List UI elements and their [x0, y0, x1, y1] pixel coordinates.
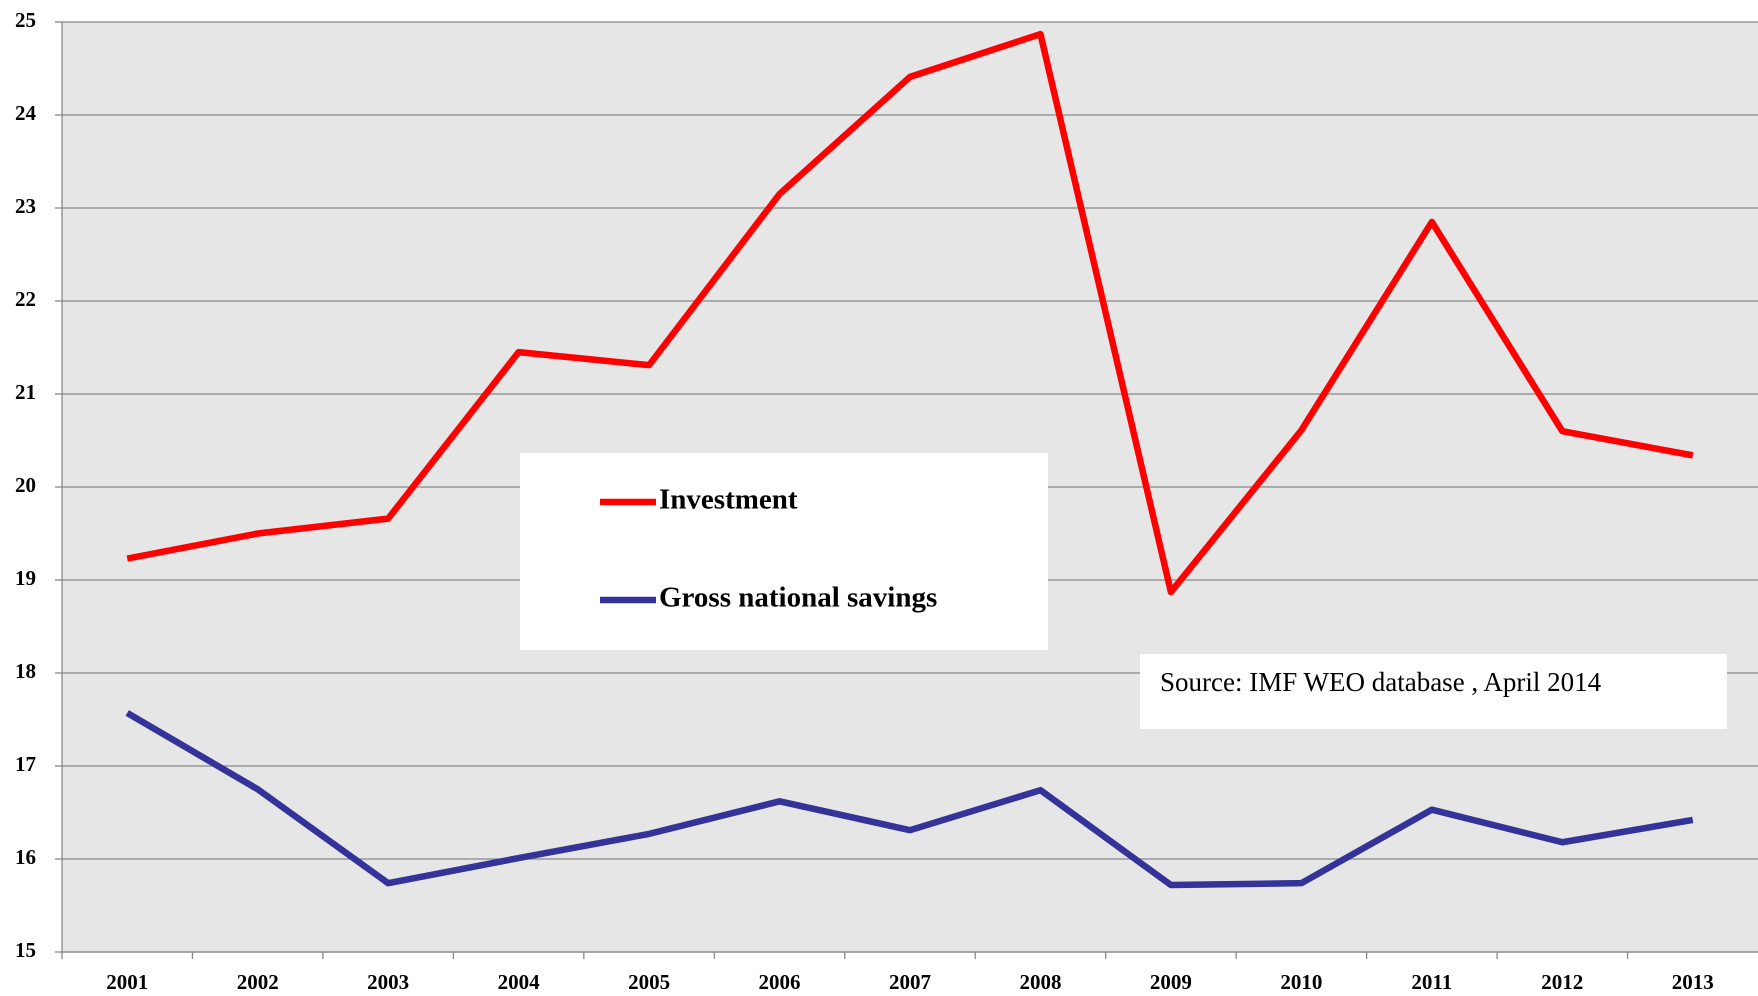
y-tick-label: 22: [15, 287, 36, 311]
x-tick-label: 2003: [367, 970, 409, 994]
annotation-box: [1140, 654, 1727, 729]
legend-label: Gross national savings: [659, 582, 937, 614]
y-tick-label: 15: [15, 938, 36, 962]
legend-label: Investment: [659, 484, 798, 516]
y-tick-label: 23: [15, 194, 36, 218]
x-tick-label: 2005: [628, 970, 670, 994]
legend: [520, 453, 1048, 650]
y-tick-label: 19: [15, 566, 36, 590]
x-tick-label: 2010: [1280, 970, 1322, 994]
line-series: [125, 710, 1694, 889]
y-tick-label: 18: [15, 659, 36, 683]
y-tick-label: 17: [15, 752, 36, 776]
x-tick-label: 2004: [498, 970, 541, 994]
line-series: [126, 30, 1694, 596]
x-tick-label: 2001: [106, 970, 148, 994]
x-tick-label: 2008: [1019, 970, 1061, 994]
x-tick-label: 2013: [1672, 970, 1714, 994]
x-tick-label: 2006: [759, 970, 801, 994]
annotation: Source: IMF WEO database , April 2014: [1160, 667, 1602, 697]
x-tick-label: 2012: [1541, 970, 1583, 994]
x-tick-label: 2011: [1411, 970, 1452, 994]
x-tick-label: 2002: [237, 970, 279, 994]
y-tick-label: 24: [15, 101, 37, 125]
y-tick-label: 20: [15, 473, 36, 497]
x-tick-label: 2007: [889, 970, 931, 994]
y-tick-label: 16: [15, 845, 36, 869]
y-tick-label: 21: [15, 380, 36, 404]
y-tick-label: 25: [15, 8, 36, 32]
x-tick-label: 2009: [1150, 970, 1192, 994]
